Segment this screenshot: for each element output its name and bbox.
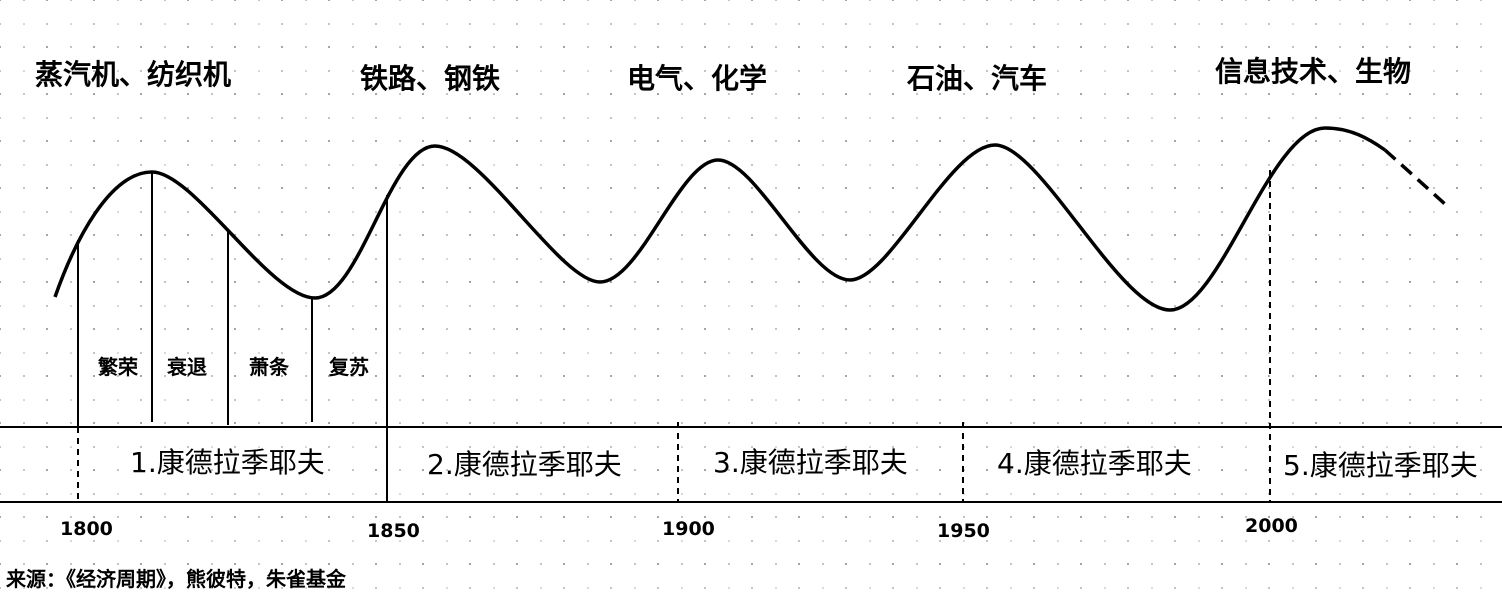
- cycle-label: 5.康德拉季耶夫: [1283, 449, 1478, 482]
- phase-label: 衰退: [166, 355, 207, 379]
- source: 来源：《经济周期》，熊彼特，朱雀基金: [5, 567, 347, 591]
- cycle-label: 4.康德拉季耶夫: [997, 447, 1192, 480]
- year-label: 1950: [937, 520, 990, 542]
- wave-label: 电气、化学: [627, 62, 767, 95]
- year-label: 1850: [367, 520, 420, 542]
- wave-label: 铁路、钢铁: [360, 62, 500, 95]
- wave-curve: [53, 126, 1387, 312]
- curve: [53, 126, 1447, 312]
- cycle-label: 3.康德拉季耶夫: [713, 446, 908, 479]
- cycle-label: 2.康德拉季耶夫: [427, 448, 622, 481]
- phase-label: 繁荣: [98, 355, 139, 379]
- dividers: [0, 170, 1502, 503]
- wave-label: 石油、汽车: [906, 62, 1047, 95]
- year-label: 1900: [662, 518, 715, 540]
- wave-forecast: [1383, 148, 1447, 206]
- year-label: 2000: [1245, 515, 1298, 537]
- wave-label: 蒸汽机、纺织机: [35, 58, 231, 91]
- phase-label: 萧条: [249, 355, 290, 379]
- phase-label: 复苏: [328, 355, 369, 379]
- year-label: 1800: [60, 518, 113, 540]
- cycle-label: 1.康德拉季耶夫: [130, 446, 325, 479]
- wave-label: 信息技术、生物: [1215, 55, 1411, 88]
